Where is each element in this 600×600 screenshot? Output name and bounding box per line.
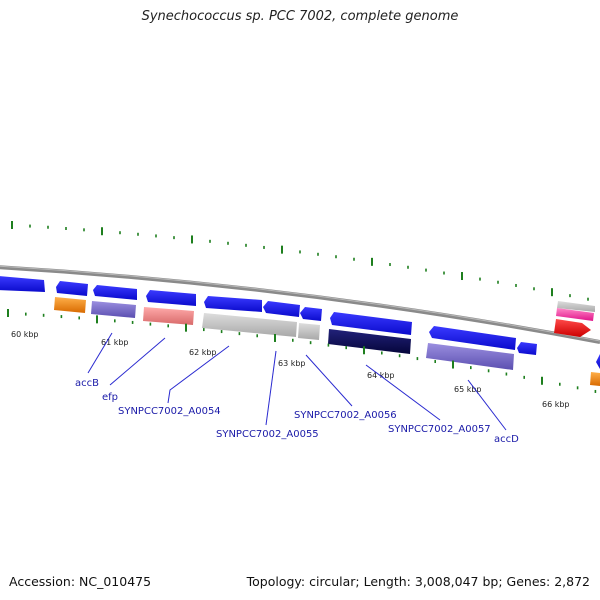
track-orange-right xyxy=(590,372,600,386)
track-red-right xyxy=(554,319,591,337)
genome-backbone-highlight xyxy=(0,265,600,342)
gene-A0056 xyxy=(330,312,412,335)
gene-labels: accB efp SYNPCC7002_A0054 SYNPCC7002_A00… xyxy=(75,378,519,445)
gene-A0056a xyxy=(300,307,322,321)
callout-A0054 xyxy=(167,345,230,404)
track-magenta-right xyxy=(556,308,594,321)
track-purple-efp xyxy=(91,301,136,318)
gene-label-A0056: SYNPCC7002_A0056 xyxy=(294,410,397,421)
feature-tracks xyxy=(54,297,600,386)
genome-title: Synechococcus sp. PCC 7002, complete gen… xyxy=(141,9,459,24)
callout-A0057 xyxy=(365,364,441,421)
track-grey-right xyxy=(557,301,595,312)
gene-label-A0055: SYNPCC7002_A0055 xyxy=(216,429,319,440)
track-grey-A0055 xyxy=(202,313,297,337)
track-pink-A0054 xyxy=(143,307,194,325)
gene-label-efp: efp xyxy=(102,392,118,403)
topology-text: Topology: circular; Length: 3,008,047 bp… xyxy=(246,574,590,589)
gene-label-A0057: SYNPCC7002_A0057 xyxy=(388,424,491,435)
callout-A0055 xyxy=(265,350,277,426)
gene-A0055b xyxy=(263,301,300,317)
callout-A0056 xyxy=(305,354,353,407)
callout-efp xyxy=(109,337,166,386)
forward-strand-genes xyxy=(0,276,600,369)
gene-label-A0054: SYNPCC7002_A0054 xyxy=(118,406,221,417)
outer-tick-row xyxy=(11,221,589,301)
gene-accD xyxy=(517,342,537,355)
gene-accB xyxy=(56,281,88,296)
gene-label-accD: accD xyxy=(494,434,519,445)
gene-A0054 xyxy=(146,290,196,306)
track-navy-A0056 xyxy=(328,329,411,354)
kbp-label-60: 60 kbp xyxy=(11,330,39,339)
gene-efp xyxy=(93,285,137,300)
kbp-label-61: 61 kbp xyxy=(101,338,129,347)
gene-A0057 xyxy=(429,326,516,350)
inner-tick-row xyxy=(7,309,597,393)
gene-callouts xyxy=(87,332,507,431)
gene-label-accB: accB xyxy=(75,378,99,389)
track-orange-1 xyxy=(54,297,86,313)
kbp-label-65: 65 kbp xyxy=(454,385,482,394)
gene-forward-right xyxy=(596,354,600,369)
gene-A0055 xyxy=(204,296,262,312)
track-purple-A0057 xyxy=(426,343,514,370)
kbp-label-63: 63 kbp xyxy=(278,359,306,368)
track-grey-A0055b xyxy=(298,323,320,340)
genome-backbone xyxy=(0,265,600,344)
callout-accD xyxy=(467,379,507,431)
kbp-label-62: 62 kbp xyxy=(189,348,217,357)
gene-forward-1 xyxy=(0,276,45,292)
callout-accB xyxy=(87,332,113,374)
accession-text: Accession: NC_010475 xyxy=(9,574,152,589)
kbp-label-66: 66 kbp xyxy=(542,400,570,409)
